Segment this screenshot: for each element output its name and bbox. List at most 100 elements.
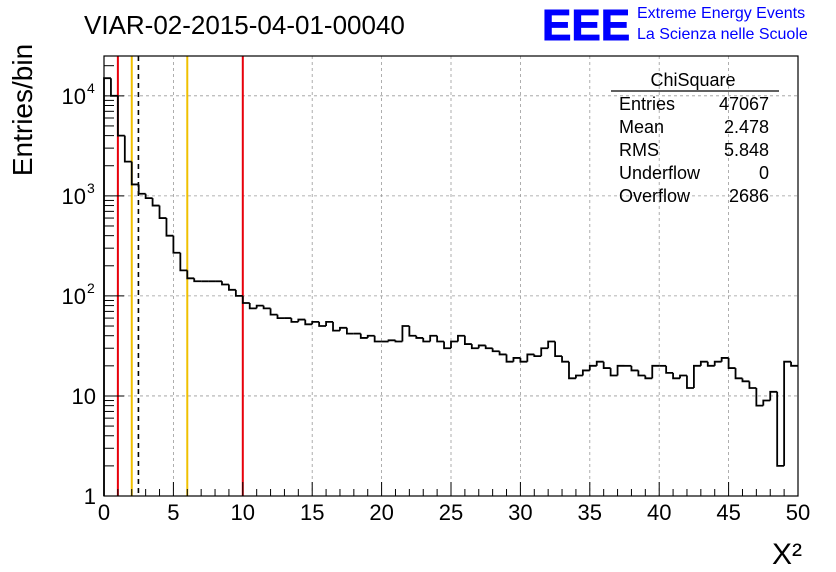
histogram-bin: [526, 353, 535, 362]
logo-line-1: Extreme Energy Events: [637, 5, 805, 22]
stats-label-mean: Mean: [619, 117, 664, 137]
histogram-bin: [769, 390, 778, 401]
histogram-bin: [706, 361, 715, 367]
histogram-bin: [755, 388, 764, 407]
histogram-bin: [366, 334, 375, 338]
histogram-bin: [269, 308, 278, 316]
histogram-bin: [429, 334, 438, 342]
histogram-bin: [387, 339, 396, 342]
histogram-bin: [311, 320, 320, 325]
stats-value-mean: 2.478: [724, 117, 769, 137]
x-tick-label: 45: [716, 500, 740, 525]
histogram-bin: [123, 135, 132, 163]
y-axis-label: Entries/bin: [7, 44, 38, 176]
histogram-bin: [228, 284, 236, 291]
histogram-bin: [602, 361, 611, 369]
histogram-bin: [221, 281, 229, 286]
histogram-bin: [748, 381, 757, 389]
histogram-bin: [679, 374, 687, 379]
histogram-bin: [158, 205, 167, 219]
histogram-bin: [241, 295, 250, 304]
histogram-bin: [720, 357, 729, 362]
stats-value-overflow: 2686: [729, 186, 769, 206]
histogram-bin: [165, 218, 174, 237]
histogram-bin: [415, 335, 424, 339]
histogram-bin: [776, 391, 785, 467]
histogram-bin: [498, 351, 507, 356]
eee-logo-mark: EEE: [542, 1, 630, 50]
histogram-bin: [290, 318, 299, 323]
histogram-bin: [693, 364, 701, 389]
histogram-bin: [554, 341, 563, 358]
histogram-bin: [568, 361, 576, 380]
x-tick-label: 20: [369, 500, 393, 525]
histogram-bin: [672, 372, 681, 380]
histogram-bin: [262, 305, 271, 310]
histogram-bin: [422, 337, 431, 343]
histogram-bin: [408, 326, 417, 337]
histogram-bin: [734, 368, 743, 380]
stats-label-overflow: Overflow: [619, 186, 691, 206]
histogram-bin: [457, 334, 465, 342]
x-tick-label: 25: [439, 500, 463, 525]
histogram-bin: [727, 357, 736, 369]
stats-label-entries: Entries: [619, 94, 675, 114]
histogram-bin: [595, 360, 604, 366]
x-tick-label: 50: [786, 500, 810, 525]
histogram-bin: [561, 356, 569, 363]
histogram-bin: [179, 252, 188, 272]
y-tick-label: 1: [84, 484, 96, 509]
histogram-bin: [665, 365, 674, 374]
histogram-bin: [346, 327, 354, 335]
y-tick-label: 10: [62, 284, 86, 309]
histogram-bin: [491, 348, 500, 353]
histogram-bin: [248, 302, 257, 310]
histogram-bin: [144, 193, 153, 199]
x-tick-label: 10: [231, 500, 255, 525]
histogram-bin: [741, 378, 750, 383]
histogram-bin: [172, 235, 181, 254]
histogram-bin: [297, 318, 306, 322]
cut-lines: [116, 56, 244, 496]
stats-value-entries: 47067: [719, 94, 769, 114]
histogram-bin: [130, 161, 139, 186]
histogram-bin: [116, 95, 125, 137]
stats-value-underflow: 0: [759, 163, 769, 183]
histogram-bin: [318, 321, 327, 327]
histogram-bin: [304, 319, 313, 326]
histogram-bin: [547, 340, 556, 349]
histogram-bin: [790, 361, 798, 367]
histogram-bin: [103, 77, 111, 496]
histogram-bin: [581, 369, 590, 376]
histogram-bin: [505, 354, 514, 363]
histogram-bin: [588, 364, 597, 371]
chart-title: VIAR-02-2015-04-01-00040: [84, 10, 405, 40]
histogram-bin: [359, 333, 368, 339]
histogram-bin: [644, 375, 653, 380]
logo-line-2: La Scienza nelle Scuole: [637, 26, 808, 43]
histogram-bin: [151, 198, 160, 207]
plot-frame: [103, 55, 799, 497]
x-tick-label: 35: [578, 500, 602, 525]
histogram-bin: [533, 354, 542, 358]
histogram-bin: [512, 357, 521, 362]
x-axis-label: X²: [772, 538, 802, 571]
stats-label-rms: RMS: [619, 140, 659, 160]
histogram-bin: [519, 357, 528, 363]
y-tick-label: 10: [62, 84, 86, 109]
histogram-bin: [616, 364, 625, 376]
histogram-bin: [339, 326, 347, 331]
y-tick-label: 10: [72, 384, 96, 409]
histogram-bin: [234, 289, 243, 297]
histogram-bin: [699, 360, 708, 366]
histogram-bin: [401, 325, 410, 342]
y-tick-label: 10: [62, 184, 86, 209]
y-tick-exponent: 2: [87, 280, 95, 296]
stats-box: ChiSquare Entries 47067 Mean 2.478 RMS 5…: [611, 70, 779, 206]
histogram-bin: [630, 365, 639, 372]
grid-lines: [104, 56, 798, 496]
histogram-bin: [255, 304, 264, 309]
histogram-bin: [470, 344, 479, 350]
